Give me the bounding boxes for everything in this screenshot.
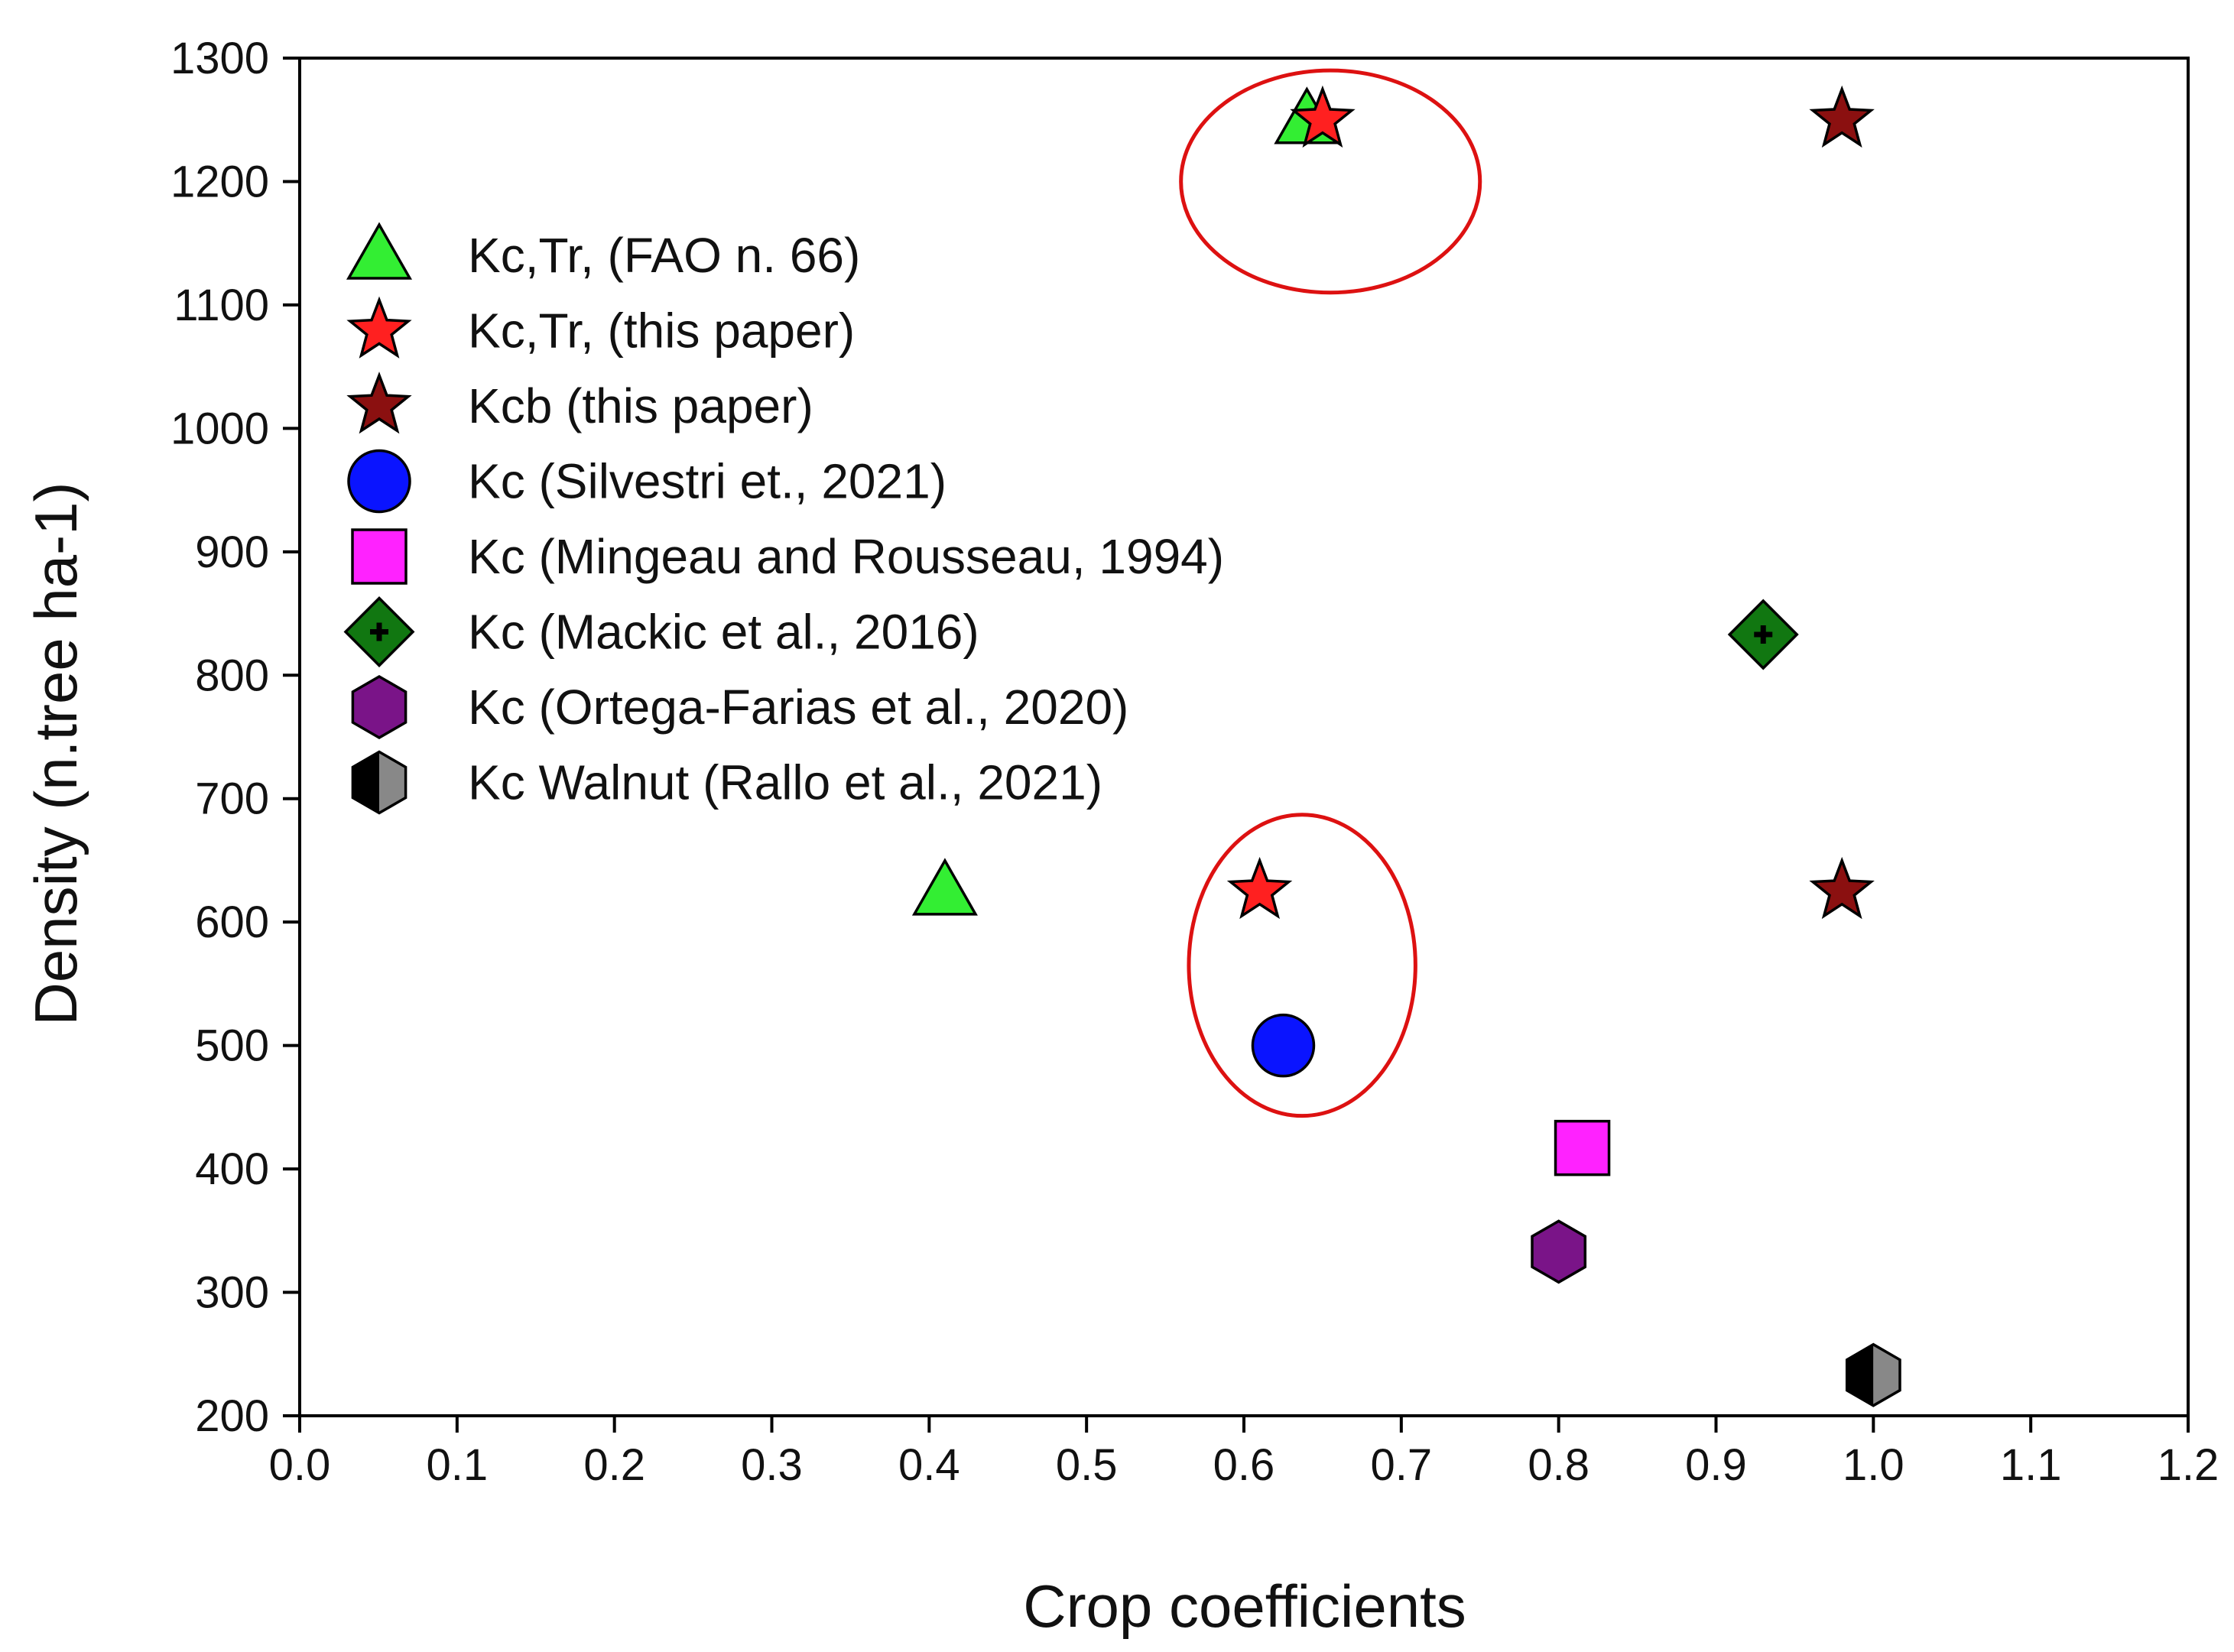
data-point [911, 858, 978, 916]
legend-label: Kc,Tr, (FAO n. 66) [468, 228, 860, 283]
y-tick-label: 900 [195, 527, 269, 577]
legend: Kc,Tr, (FAO n. 66) Kc,Tr, (this paper) Kcb… [343, 222, 1224, 815]
legend-label: Kc (Ortega-Farias et al., 2020) [468, 680, 1128, 735]
y-tick-label: 700 [195, 774, 269, 824]
y-tick-label: 400 [195, 1144, 269, 1194]
data-point [1809, 856, 1875, 920]
data-point [1727, 599, 1799, 670]
legend-marker [346, 372, 412, 434]
y-axis-title: Density (n.tree ha-1) [22, 482, 89, 1026]
x-tick-label: 0.1 [427, 1440, 489, 1490]
y-tick-label: 1300 [170, 34, 269, 83]
x-tick-label: 0.3 [741, 1440, 803, 1490]
y-tick-label: 1200 [170, 157, 269, 206]
y-tick-label: 300 [195, 1268, 269, 1318]
legend-label: Kcb (this paper) [468, 378, 813, 433]
data-point [1809, 85, 1875, 148]
data-point [1845, 1342, 1901, 1407]
legend-marker [351, 750, 408, 815]
y-tick-label: 200 [195, 1391, 269, 1441]
annotations [1179, 68, 1482, 1118]
highlight-ellipse [1179, 68, 1482, 295]
x-tick-label: 1.2 [2158, 1440, 2219, 1490]
data-point [1290, 85, 1356, 148]
legend-label: Kc,Tr, (this paper) [468, 303, 855, 359]
x-tick-label: 1.1 [2000, 1440, 2062, 1490]
x-axis-title: Crop coefficients [1023, 1572, 1466, 1640]
legend-marker [346, 296, 412, 359]
highlight-ellipse [1187, 813, 1417, 1118]
y-tick-label: 500 [195, 1021, 269, 1071]
legend-marker [346, 222, 413, 280]
data-point [1226, 856, 1293, 920]
legend-marker [347, 449, 411, 514]
legend-label: Kc (Mingeau and Rousseau, 1994) [468, 529, 1224, 584]
x-tick-label: 0.2 [583, 1440, 645, 1490]
y-tick-label: 800 [195, 651, 269, 700]
legend-marker [351, 528, 408, 585]
x-tick-label: 0.0 [269, 1440, 331, 1490]
x-tick-label: 0.7 [1371, 1440, 1433, 1490]
x-tick-label: 0.8 [1528, 1440, 1589, 1490]
y-tick-label: 600 [195, 897, 269, 947]
legend-label: Kc Walnut (Rallo et al., 2021) [468, 755, 1102, 810]
legend-label: Kc (Mackic et al., 2016) [468, 605, 979, 660]
data-point [1251, 1013, 1316, 1078]
x-tick-label: 0.4 [898, 1440, 960, 1490]
x-tick-label: 0.5 [1056, 1440, 1118, 1490]
data-point [1554, 1119, 1611, 1177]
legend-label: Kc (Silvestri et., 2021) [468, 454, 947, 509]
x-tick-label: 0.9 [1685, 1440, 1747, 1490]
legend-marker [343, 596, 415, 667]
data-points [911, 85, 1901, 1407]
y-tick-label: 1100 [174, 281, 269, 330]
data-point [1531, 1219, 1587, 1284]
axes: 0.0 0.1 0.2 0.3 0.4 0.5 0.6 0.7 0.8 0.9 1.0 1.1 1.2 2… [170, 34, 2219, 1490]
legend-marker [351, 674, 408, 740]
x-tick-label: 0.6 [1213, 1440, 1275, 1490]
y-tick-label: 1000 [170, 404, 269, 453]
x-tick-label: 1.0 [1843, 1440, 1904, 1490]
